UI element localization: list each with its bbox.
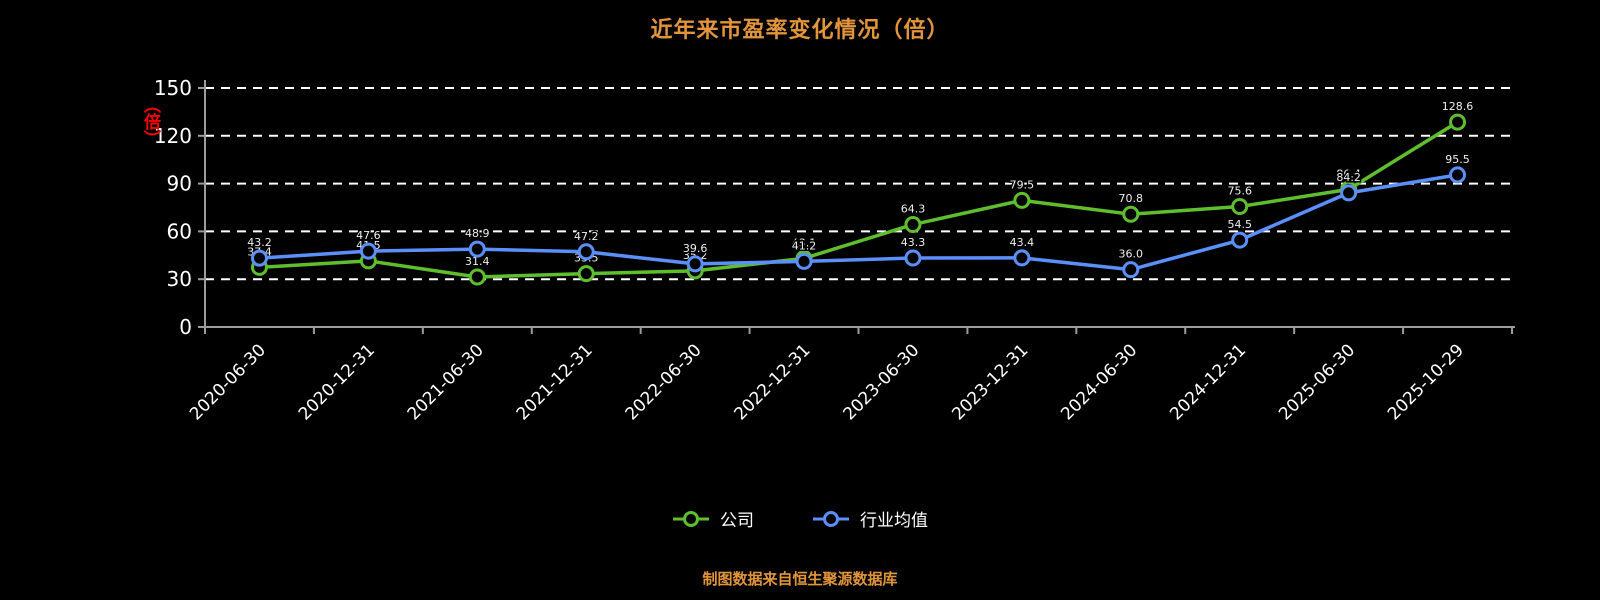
svg-text:2023-06-30: 2023-06-30 — [839, 340, 923, 424]
legend-item-company[interactable]: 公司 — [672, 506, 754, 531]
series-industry-average-data-label: 54.5 — [1227, 218, 1252, 231]
series-company-data-label: 86.4 — [1336, 167, 1361, 180]
series-company-data-label: 70.8 — [1119, 192, 1144, 205]
series-industry-average-point — [1013, 249, 1031, 267]
series-industry-average-data-label: 84.2 — [1336, 171, 1361, 184]
series-company-point — [468, 268, 486, 286]
series-industry-average-point — [904, 249, 922, 267]
series-industry-average-line — [257, 173, 1460, 272]
legend-label-industry-average: 行业均值 — [860, 511, 928, 531]
svg-text:2024-06-30: 2024-06-30 — [1057, 340, 1141, 424]
series-company: 37.441.531.433.535.243.164.379.570.875.6… — [246, 99, 1475, 286]
series-company-point — [1449, 113, 1467, 131]
series-company-data-label: 79.5 — [1010, 178, 1035, 191]
series-industry-average-point — [686, 255, 704, 273]
svg-text:2023-12-31: 2023-12-31 — [948, 340, 1032, 424]
x-axis-ticks — [204, 327, 1513, 334]
series-company-data-label: 64.3 — [901, 203, 926, 216]
svg-text:2021-12-31: 2021-12-31 — [513, 340, 597, 424]
series-industry-average-point — [250, 249, 268, 267]
series-industry-average-data-label: 47.2 — [574, 230, 599, 243]
series-company-data-label: 43.1 — [792, 236, 817, 249]
gridlines — [205, 87, 1512, 281]
series-industry-average-data-label: 48.9 — [465, 227, 490, 240]
series-industry-average-point — [468, 240, 486, 258]
series-company-point — [1122, 205, 1140, 223]
svg-text:60: 60 — [167, 219, 192, 243]
y-axis-unit-label: （倍） — [140, 96, 160, 147]
series-company-point — [904, 216, 922, 234]
svg-text:150: 150 — [154, 76, 192, 100]
series-industry-average-data-label: 36.0 — [1119, 248, 1144, 261]
company-series-marker-icon — [673, 510, 709, 527]
series-industry-average-point — [795, 252, 813, 270]
data-source-note: 制图数据来自恒生聚源数据库 — [702, 570, 898, 588]
series-industry-average-data-label: 43.2 — [247, 236, 272, 249]
series-industry-average-point — [1231, 231, 1249, 249]
series-industry-average-data-label: 47.6 — [356, 229, 381, 242]
series-company-point — [1013, 191, 1031, 209]
svg-text:2025-10-29: 2025-10-29 — [1384, 340, 1468, 424]
y-axis-labels: 0 30 60 90 120 150 — [154, 76, 205, 339]
chart-title: 近年来市盈率变化情况（倍） — [650, 18, 950, 43]
svg-text:0: 0 — [179, 315, 192, 339]
svg-text:2022-06-30: 2022-06-30 — [622, 340, 706, 424]
svg-text:2025-06-30: 2025-06-30 — [1275, 340, 1359, 424]
series-industry-average: 43.2 47.6 48.9 47.2 39.6 41.2 43.3 43.4 36.0 54.5… — [246, 151, 1471, 279]
svg-text:90: 90 — [167, 172, 192, 196]
svg-text:2020-06-30: 2020-06-30 — [186, 340, 270, 424]
series-company-data-label: 31.4 — [465, 255, 490, 268]
svg-text:30: 30 — [167, 267, 192, 291]
svg-text:2022-12-31: 2022-12-31 — [731, 340, 815, 424]
series-industry-average-point — [577, 243, 595, 261]
series-industry-average-data-label: 43.4 — [1010, 236, 1035, 249]
series-industry-average-point — [1340, 184, 1358, 202]
legend: 公司 行业均值 — [0, 506, 1600, 531]
series-industry-average-point — [1122, 261, 1140, 279]
svg-text:2024-12-31: 2024-12-31 — [1166, 340, 1250, 424]
series-company-point — [1231, 198, 1249, 216]
series-industry-average-point — [359, 242, 377, 260]
legend-item-industry-average[interactable]: 行业均值 — [812, 506, 928, 531]
x-axis-labels: 2020-06-30 2020-12-31 2021-06-30 2021-12-31… — [186, 340, 1468, 424]
svg-text:2021-06-30: 2021-06-30 — [404, 340, 488, 424]
series-industry-average-point — [1449, 166, 1467, 184]
series-industry-average-data-label: 43.3 — [901, 236, 926, 249]
industry-series-marker-icon — [813, 510, 849, 527]
legend-label-company: 公司 — [720, 511, 754, 531]
series-company-line — [257, 120, 1460, 279]
svg-text:120: 120 — [154, 124, 192, 148]
series-industry-average-data-label: 41.2 — [792, 239, 817, 252]
axes — [204, 80, 1515, 328]
svg-text:2020-12-31: 2020-12-31 — [295, 340, 379, 424]
series-company-data-label: 128.6 — [1442, 100, 1474, 113]
series-company-point — [577, 265, 595, 283]
series-industry-average-data-label: 39.6 — [683, 242, 708, 255]
series-company-data-label: 75.6 — [1227, 185, 1252, 198]
series-industry-average-data-label: 95.5 — [1445, 153, 1470, 166]
